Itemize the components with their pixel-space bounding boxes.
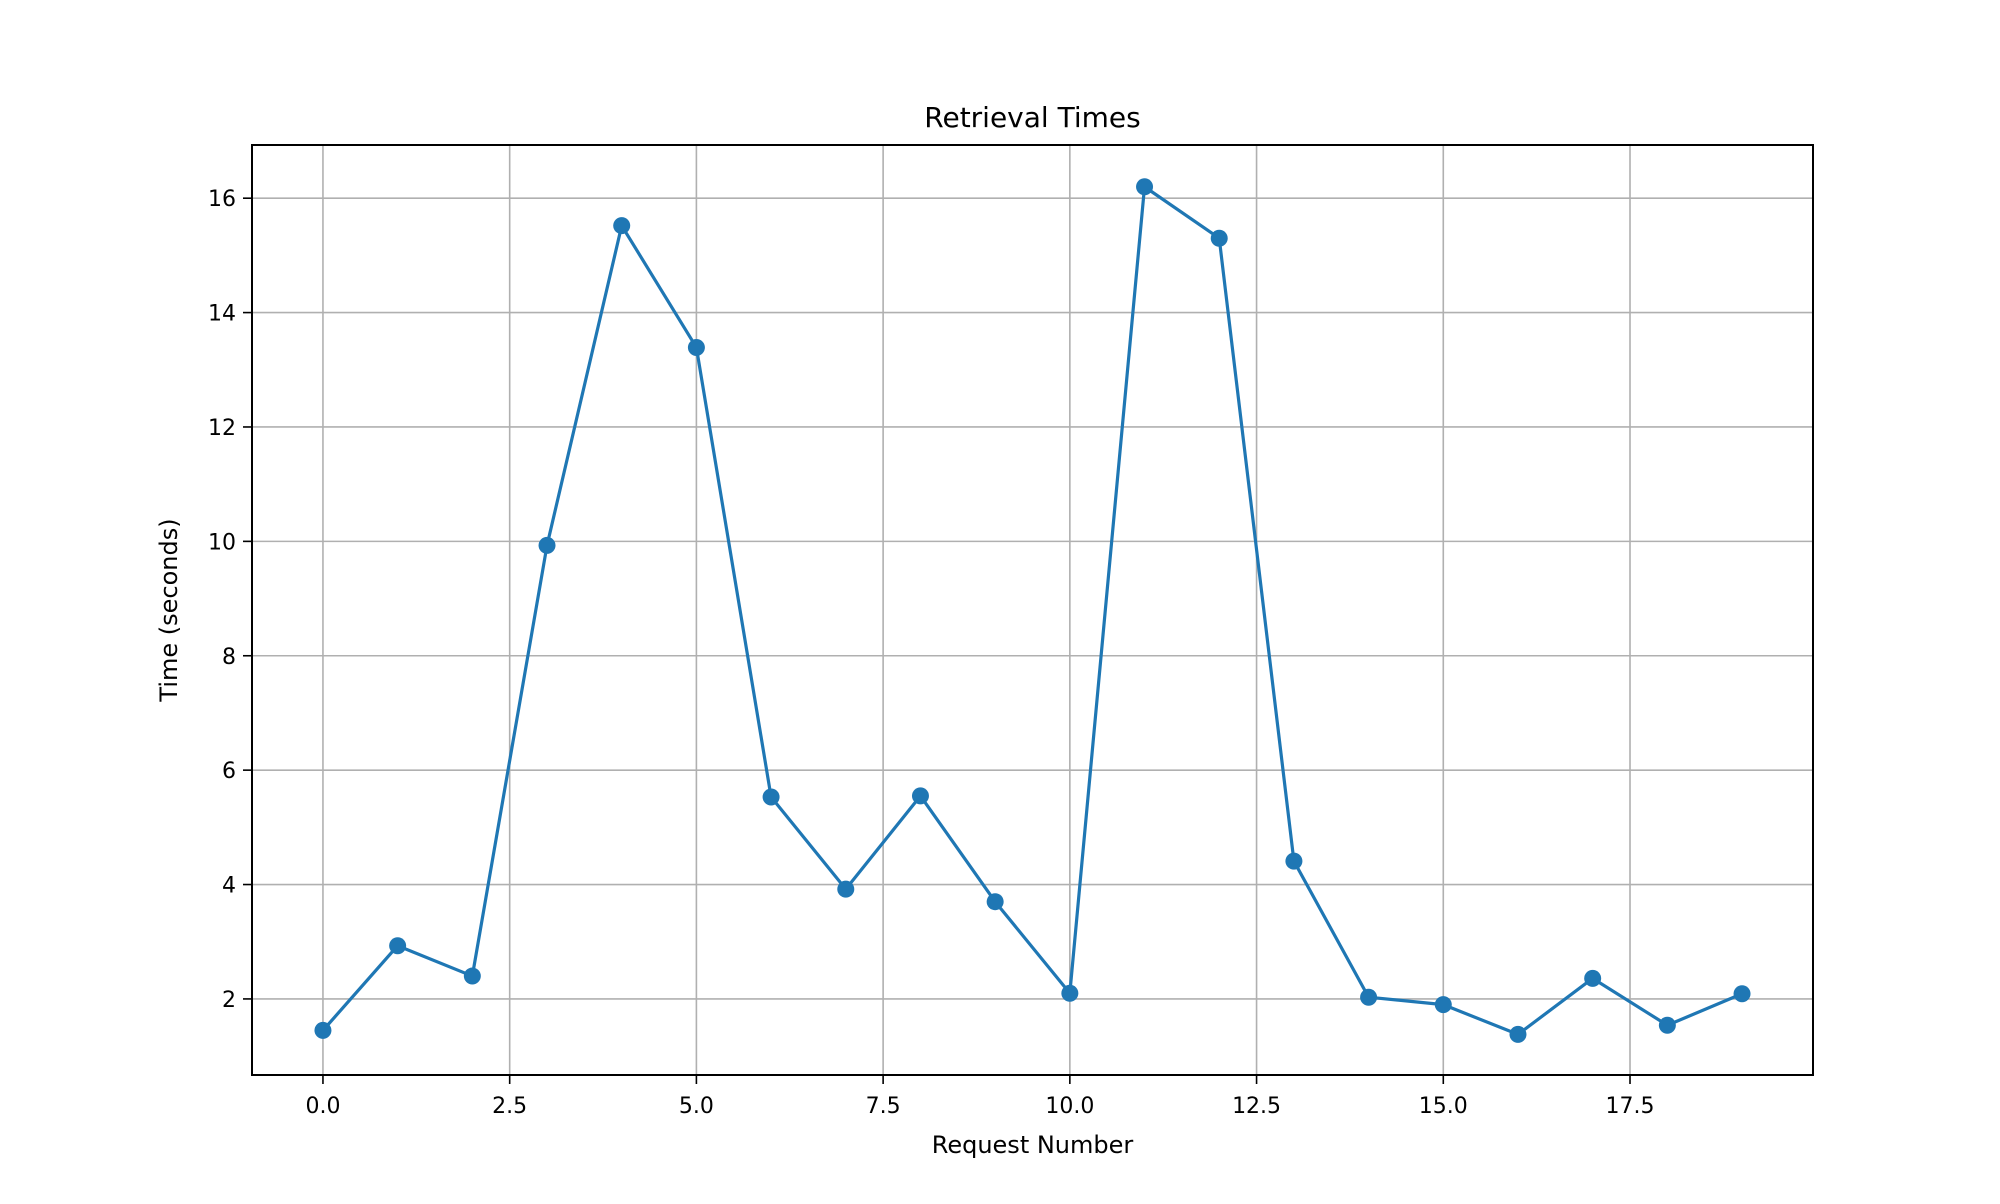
x-tick-label: 17.5 — [1606, 1094, 1655, 1119]
x-tick-label: 0.0 — [305, 1094, 340, 1119]
series-line — [321, 185, 1743, 1036]
data-point — [1285, 852, 1303, 870]
y-axis-label: Time (seconds) — [155, 518, 183, 702]
data-point — [1136, 178, 1154, 196]
data-point — [1584, 969, 1602, 987]
data-point — [613, 217, 631, 235]
data-point — [538, 536, 556, 554]
y-tick-label: 6 — [222, 759, 236, 784]
data-point — [911, 787, 929, 805]
data-point — [1210, 229, 1228, 247]
y-tick-label: 4 — [222, 874, 236, 899]
x-axis-label: Request Number — [932, 1131, 1134, 1159]
data-point — [687, 338, 705, 356]
data-point — [389, 937, 407, 955]
x-tick-label: 7.5 — [866, 1094, 901, 1119]
x-tick-label: 10.0 — [1045, 1094, 1094, 1119]
y-tick-label: 16 — [208, 187, 236, 212]
y-axis-ticks: 2 4 6 8 10 12 14 16 — [208, 187, 252, 1013]
y-tick-label: 8 — [222, 645, 236, 670]
y-tick-label: 2 — [222, 988, 236, 1013]
chart-title: Retrieval Times — [924, 101, 1140, 134]
data-point — [1360, 988, 1378, 1006]
data-point — [463, 967, 481, 985]
x-tick-label: 5.0 — [679, 1094, 714, 1119]
x-tick-label: 12.5 — [1232, 1094, 1281, 1119]
data-point — [986, 893, 1004, 911]
x-tick-label: 2.5 — [492, 1094, 527, 1119]
data-point — [837, 880, 855, 898]
x-tick-label: 15.0 — [1419, 1094, 1468, 1119]
y-tick-label: 10 — [208, 530, 236, 555]
y-tick-label: 14 — [208, 302, 236, 327]
grid — [252, 145, 1813, 1075]
series-layer — [314, 178, 1751, 1043]
data-point — [1509, 1025, 1527, 1043]
x-axis-ticks: 0.0 2.5 5.0 7.5 10.0 12.5 15.0 17.5 — [305, 1075, 1655, 1119]
plot-frame — [251, 144, 1814, 1076]
data-point — [1658, 1016, 1676, 1034]
data-point — [762, 788, 780, 806]
y-tick-label: 12 — [208, 416, 236, 441]
data-point — [1434, 996, 1452, 1014]
data-point — [1733, 985, 1751, 1003]
data-point — [314, 1021, 332, 1039]
data-point — [1061, 984, 1079, 1002]
